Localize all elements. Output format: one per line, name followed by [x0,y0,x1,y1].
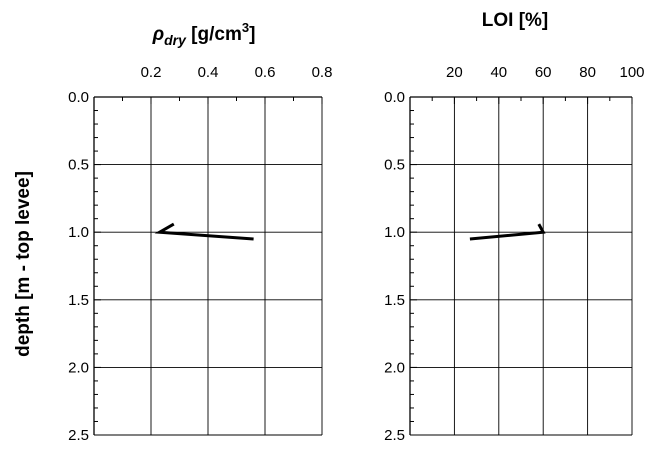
density-x-tick-label-1: 0.4 [198,64,219,81]
loi-y-tick-label-4: 2.0 [384,359,405,376]
loi-axis-title: LOI [%] [482,10,549,31]
loi-x-tick-label-3: 80 [579,64,596,81]
loi-series-line-0 [469,223,546,241]
density-series-line-0 [154,222,254,241]
density-y-tick-label-3: 1.5 [68,292,89,309]
density-y-tick-label-2: 1.0 [68,224,89,241]
loi-x-tick-label-1: 40 [490,64,507,81]
loi-y-tick-label-5: 2.5 [384,427,405,444]
density-x-tick-label-0: 0.2 [141,64,162,81]
density-panel: ρdry [g/cm3] 0.0 0.5 1.0 1.5 2.0 2.5 0.2 0.4 0.6… [68,20,332,444]
density-y-tick-label-4: 2.0 [68,359,89,376]
loi-x-tick-label-0: 20 [446,64,463,81]
density-y-tick-label-1: 0.5 [68,157,89,174]
loi-y-tick-label-3: 1.5 [384,292,405,309]
loi-x-tick-label-4: 100 [619,64,644,81]
loi-y-tick-label-1: 0.5 [384,157,405,174]
loi-panel: LOI [%] 0.0 0.5 1.0 1.5 2.0 2.5 20 40 60 80 100 [384,10,644,444]
density-y-tick-label-0: 0.0 [68,89,89,106]
density-y-tick-label-5: 2.5 [68,427,89,444]
density-axis-title: ρdry [g/cm3] [152,20,256,48]
loi-x-tick-label-2: 60 [535,64,552,81]
loi-y-tick-label-2: 1.0 [384,224,405,241]
loi-y-tick-label-0: 0.0 [384,89,405,106]
y-axis-title: depth [m - top levee] [13,171,34,357]
density-x-tick-label-3: 0.8 [312,64,333,81]
density-x-tick-label-2: 0.6 [255,64,276,81]
